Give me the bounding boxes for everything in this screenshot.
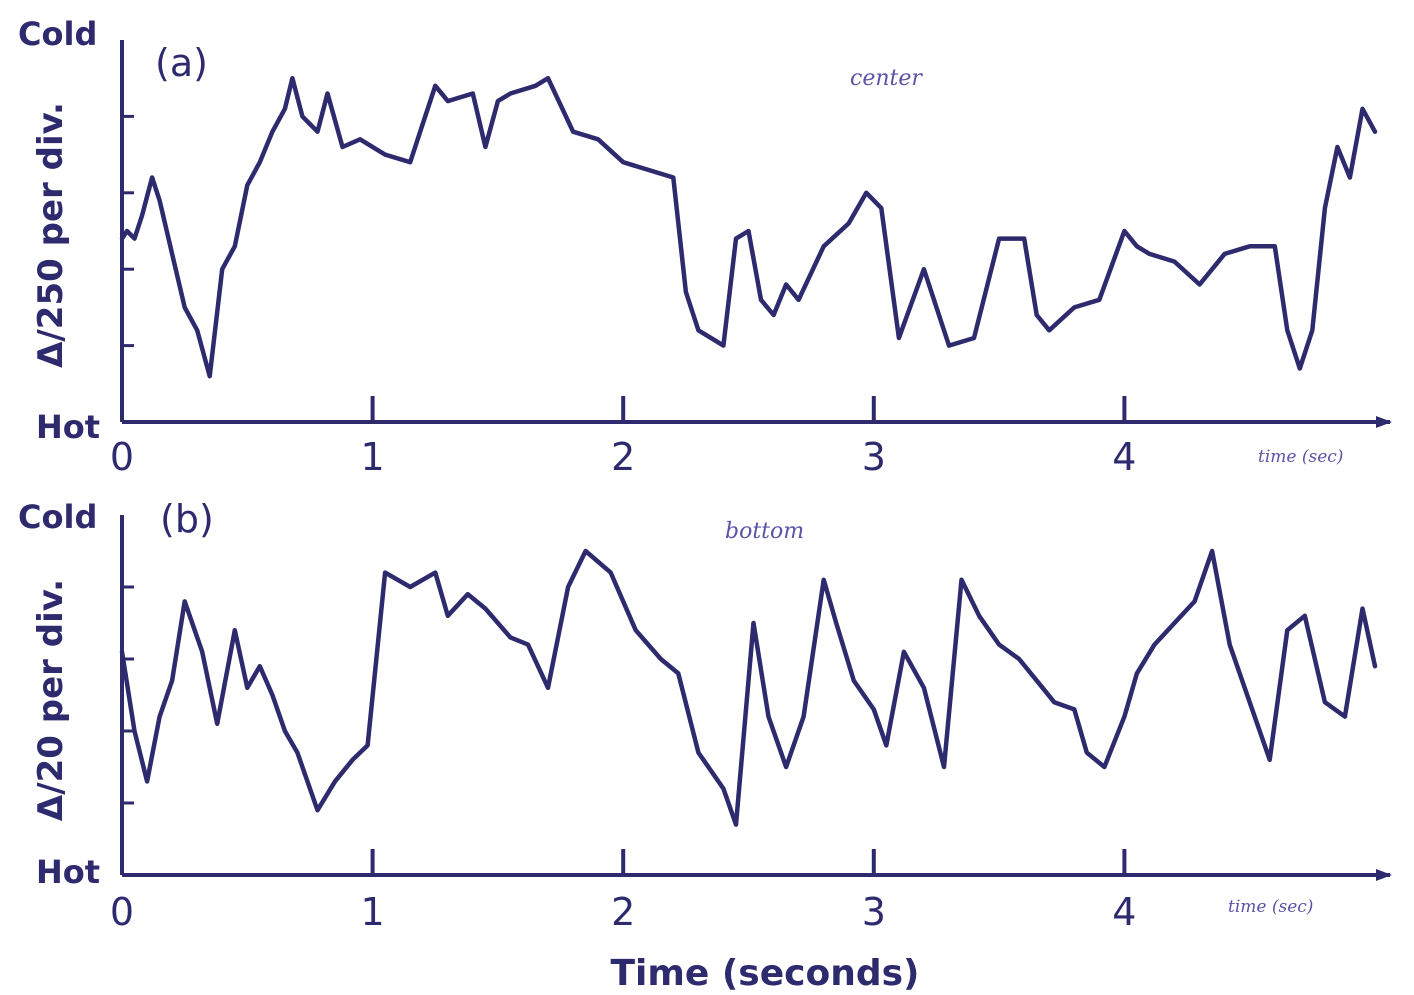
panel-a-x-tick-label-2: 2 <box>611 435 635 479</box>
shared-x-axis-title: Time (seconds) <box>610 953 919 994</box>
panel-a-y-axis-title: Δ/250 per div. <box>31 102 71 368</box>
panel-b-x-tick-label-4: 4 <box>1112 890 1136 934</box>
panel-a-x-tick-label-4: 4 <box>1112 435 1136 479</box>
panel-b-label: (b) <box>160 497 214 541</box>
panel-a-x-tick-label-0: 0 <box>110 435 134 479</box>
panel-a-top-label: Cold <box>18 15 97 53</box>
panel-a-bottom-label: Hot <box>36 408 100 446</box>
panel-a-label: (a) <box>155 41 208 85</box>
panel-b-annotation: bottom <box>725 519 804 544</box>
panel-a-annotation: center <box>850 66 923 91</box>
panel-b-ticks: 0 1 2 3 4 <box>110 585 1136 934</box>
panel-a-x-tick-label-1: 1 <box>361 435 385 479</box>
panel-b-x-axis-title: time (sec) <box>1228 897 1313 917</box>
panel-b-series-line <box>119 548 1378 827</box>
panel-a-x-axis-title: time (sec) <box>1258 447 1343 467</box>
panel-b-x-tick-label-1: 1 <box>361 890 385 934</box>
panel-a-x-tick-label-3: 3 <box>862 435 886 479</box>
panel-a-series-line <box>119 75 1378 379</box>
panel-b-bottom-label: Hot <box>36 853 100 891</box>
panel-b-x-tick-label-2: 2 <box>611 890 635 934</box>
panel-b-top-label: Cold <box>18 498 97 536</box>
panel-b-x-tick-label-3: 3 <box>862 890 886 934</box>
panel-a: Cold Hot Δ/250 per div. (a) center 0 1 2 3 4… <box>18 15 1392 479</box>
panel-b-y-axis-title: Δ/20 per div. <box>31 579 71 821</box>
panel-a-ticks: 0 1 2 3 4 <box>110 114 1136 479</box>
panel-b-x-tick-label-0: 0 <box>110 890 134 934</box>
